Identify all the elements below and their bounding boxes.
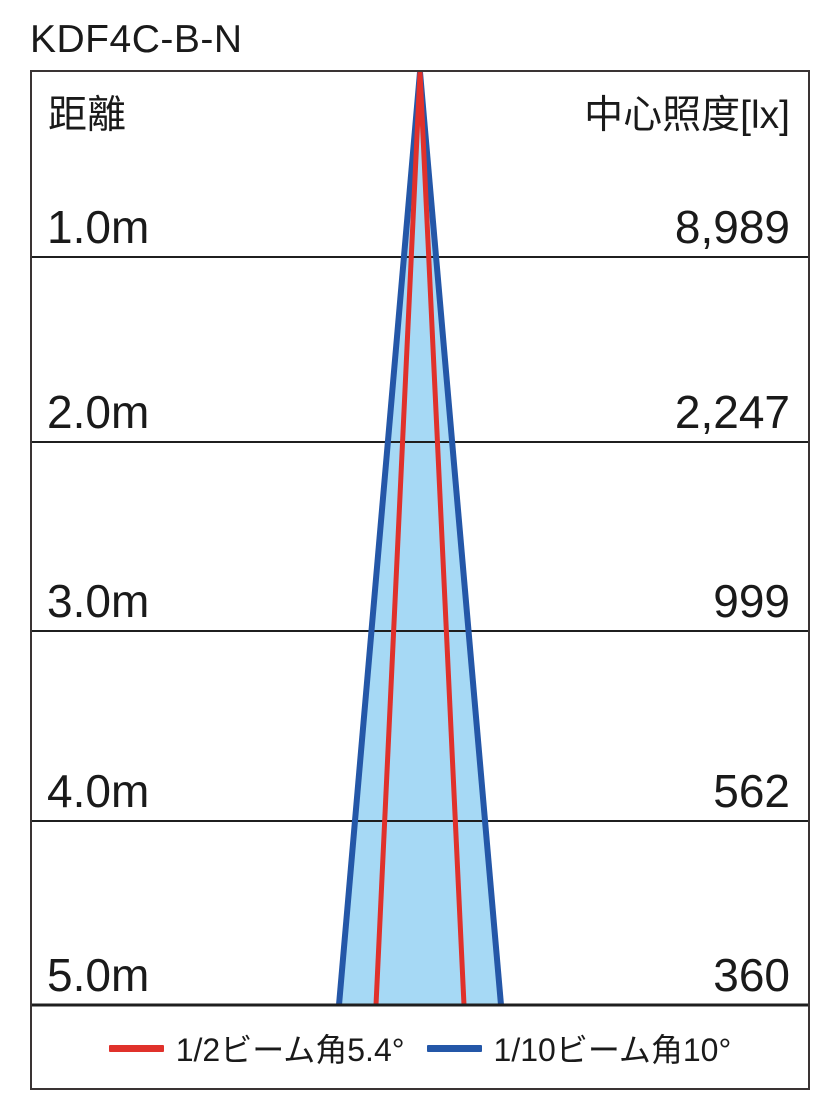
distance-column-header: 距離 <box>48 94 127 137</box>
tenth-beam-edge-right <box>417 72 504 1006</box>
beam-cone-chart <box>32 72 808 1007</box>
legend-item-half-beam: 1/2ビーム角5.4° <box>108 1025 405 1071</box>
page-title: KDF4C-B-N <box>30 18 243 61</box>
distance-label-5m: 5.0m <box>47 949 150 1001</box>
distance-label-1m: 1.0m <box>47 201 150 253</box>
illuminance-value-1m: 8,989 <box>674 201 790 253</box>
legend-item-tenth-beam: 1/10ビーム角10° <box>426 1025 732 1071</box>
tenth-beam-line-swatch-icon <box>426 1044 482 1052</box>
half-beam-line-left <box>373 72 423 1006</box>
beam-chart-panel: 距離 中心照度[lx] 1.0m 8,989 2.0m 2,247 3.0m 9… <box>30 70 810 1090</box>
half-beam-line-swatch-icon <box>108 1044 164 1052</box>
tenth-beam-legend-label: 1/10ビーム角10° <box>493 1032 732 1068</box>
tenth-beam-edge-left <box>336 72 423 1006</box>
illuminance-value-3m: 999 <box>713 575 790 627</box>
distance-label-2m: 2.0m <box>47 386 150 438</box>
beam-cone-fill <box>339 72 501 1005</box>
illuminance-value-5m: 360 <box>713 949 790 1001</box>
distance-label-3m: 3.0m <box>47 575 150 627</box>
illuminance-column-header: 中心照度[lx] <box>584 94 790 137</box>
illuminance-value-4m: 562 <box>713 765 790 817</box>
distance-label-4m: 4.0m <box>47 765 150 817</box>
half-beam-legend-label: 1/2ビーム角5.4° <box>175 1032 405 1068</box>
illuminance-value-2m: 2,247 <box>674 386 790 438</box>
legend: 1/2ビーム角5.4° 1/10ビーム角10° <box>32 1008 808 1088</box>
half-beam-line-right <box>417 72 467 1006</box>
